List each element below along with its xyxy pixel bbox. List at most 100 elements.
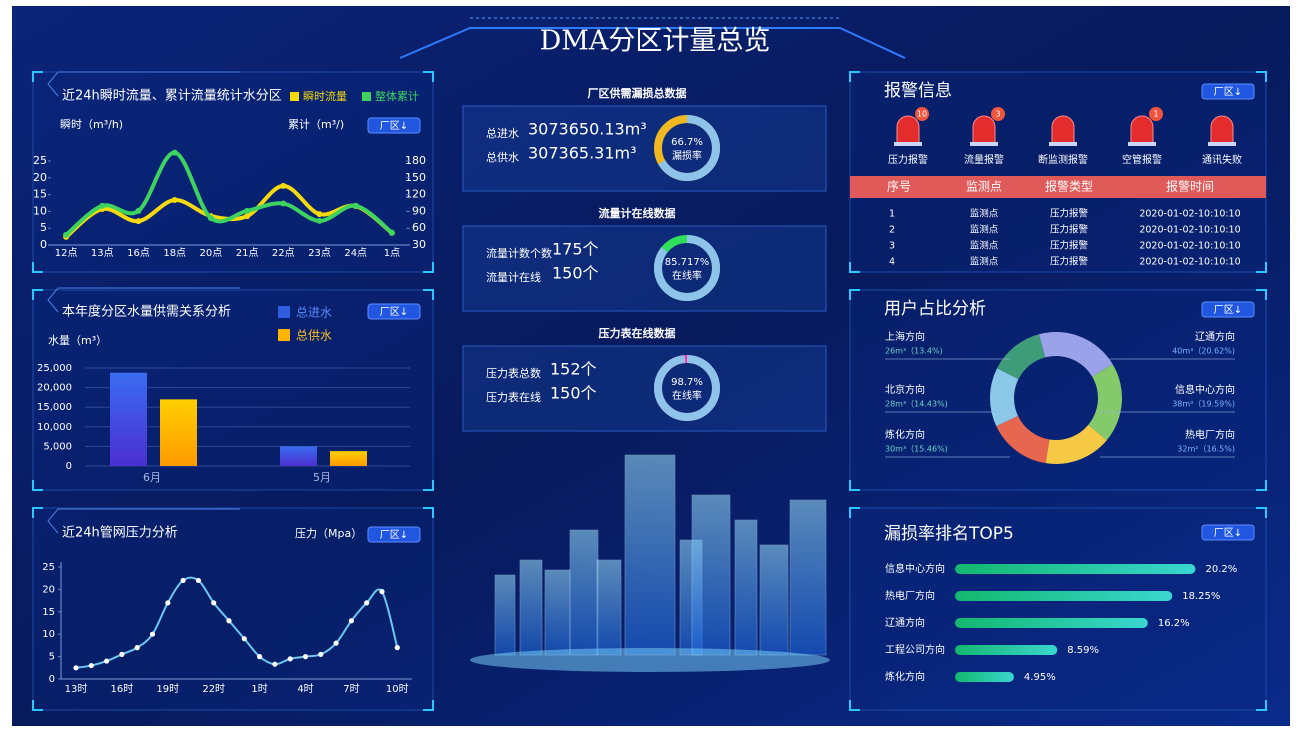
alarm-label: 断监测报警 [1038, 153, 1088, 166]
point [364, 600, 370, 606]
x-tick-label: 16时 [111, 683, 134, 695]
table-cell: 1 [889, 209, 895, 220]
y-tick-label: 0 [49, 674, 55, 685]
dropdown-label: 厂区↓ [380, 120, 408, 132]
category-label: 信息中心方向 [885, 562, 945, 575]
ring-name: 漏损率 [672, 149, 702, 162]
badge-count: 10 [917, 110, 927, 119]
x-tick-label: 16点 [127, 247, 150, 259]
alarm-label: 通讯失败 [1202, 153, 1242, 166]
dropdown-button[interactable] [367, 526, 421, 543]
y-tick-label: 25 [42, 562, 55, 573]
point [63, 231, 70, 238]
y-tick-label: 15 [42, 607, 55, 618]
title-tab [47, 71, 240, 97]
stat-label: 流量计在线 [486, 270, 541, 284]
alarm-icon [1130, 115, 1154, 144]
ring-arc [654, 235, 720, 301]
stat-value: 175个 [552, 240, 599, 259]
point [333, 640, 339, 646]
point [244, 213, 251, 220]
point [352, 202, 359, 209]
y-tick-label: 15 [33, 188, 47, 201]
segment-name: 北京方向 [885, 383, 925, 396]
dropdown-label: 厂区↓ [380, 529, 408, 541]
alarm-icon [896, 115, 920, 144]
point [244, 207, 251, 214]
x-tick-label: 10时 [386, 683, 409, 695]
panels [32, 71, 1267, 711]
table-cell: 监测点 [970, 224, 999, 236]
segment-label: 38m³（19.59%) [1172, 400, 1235, 409]
y2-tick-label: 30 [412, 238, 426, 251]
x-tick-label: 19时 [156, 683, 179, 695]
building [624, 454, 676, 656]
table-header-cell: 监测点 [966, 180, 1002, 194]
ring-value: 98.7% [671, 377, 703, 388]
x-tick-label: 21点 [236, 247, 259, 259]
table-cell: 2020-01-02-10:10:10 [1139, 225, 1240, 236]
dropdown-button[interactable] [1201, 83, 1255, 100]
x-tick-label: 4时 [297, 683, 313, 695]
table-cell: 监测点 [970, 256, 999, 268]
panel-corner [849, 507, 1267, 711]
x-tick-label: 13时 [65, 683, 88, 695]
segment-name: 辽通方向 [1195, 330, 1235, 343]
point [195, 577, 201, 584]
table-cell: 2 [889, 225, 895, 236]
y-tick-label: 20 [42, 584, 55, 595]
point [394, 645, 400, 651]
stat-box [462, 105, 827, 192]
point [119, 651, 125, 657]
stat-value: 307365.31m³ [528, 144, 637, 163]
dropdown-button[interactable] [367, 117, 421, 134]
y-tick-label: 10,000 [37, 422, 72, 433]
title-tab [47, 508, 240, 534]
dropdown-button[interactable] [1201, 524, 1255, 541]
segment-name: 上海方向 [885, 330, 925, 343]
line-series [75, 576, 399, 669]
point [135, 218, 142, 225]
y-tick-label: 5,000 [43, 441, 72, 452]
bar [955, 591, 1173, 601]
x-tick-label: 1时 [251, 683, 267, 695]
bar [955, 645, 1058, 655]
stat-label: 总进水 [486, 126, 519, 140]
segment-name: 炼化方向 [885, 428, 925, 441]
x-tick-label: 20点 [200, 247, 223, 259]
panel [32, 289, 434, 491]
dropdown-button[interactable] [1201, 301, 1255, 318]
point [171, 196, 178, 203]
building [691, 494, 731, 656]
point [257, 654, 263, 660]
table-cell: 4 [889, 257, 895, 268]
y-tick-label: 20 [33, 171, 47, 184]
donut-segment [996, 415, 1050, 464]
badge-count: 1 [1153, 110, 1158, 119]
dropdown-button[interactable] [367, 303, 421, 320]
point [149, 631, 156, 637]
x-tick-label: 24点 [344, 247, 367, 259]
city-glow [470, 648, 830, 672]
line-series [64, 150, 394, 237]
section-title: 流量计在线数据 [599, 206, 676, 220]
dropdown-label: 厂区↓ [1214, 304, 1242, 316]
panel [849, 71, 1267, 273]
table-cell: 监测点 [970, 240, 999, 252]
table-cell: 3 [889, 241, 895, 252]
axis-label: 压力（Mpa） [295, 527, 362, 540]
title-frame [399, 27, 906, 59]
y-tick-label: 25 [33, 154, 47, 167]
alarm-icon [1210, 115, 1234, 144]
bar [280, 446, 317, 466]
donut-segment [1038, 332, 1113, 377]
ring-value: 66.7% [671, 137, 703, 148]
building [494, 574, 516, 656]
point [272, 661, 278, 667]
panel-title: 漏损率排名TOP5 [884, 524, 1014, 544]
stat-box [462, 225, 827, 312]
donut-segment [1088, 364, 1122, 441]
segment-label: 40m³（20.62%) [1172, 347, 1235, 356]
panel-corner [32, 507, 434, 711]
panel [849, 507, 1267, 711]
